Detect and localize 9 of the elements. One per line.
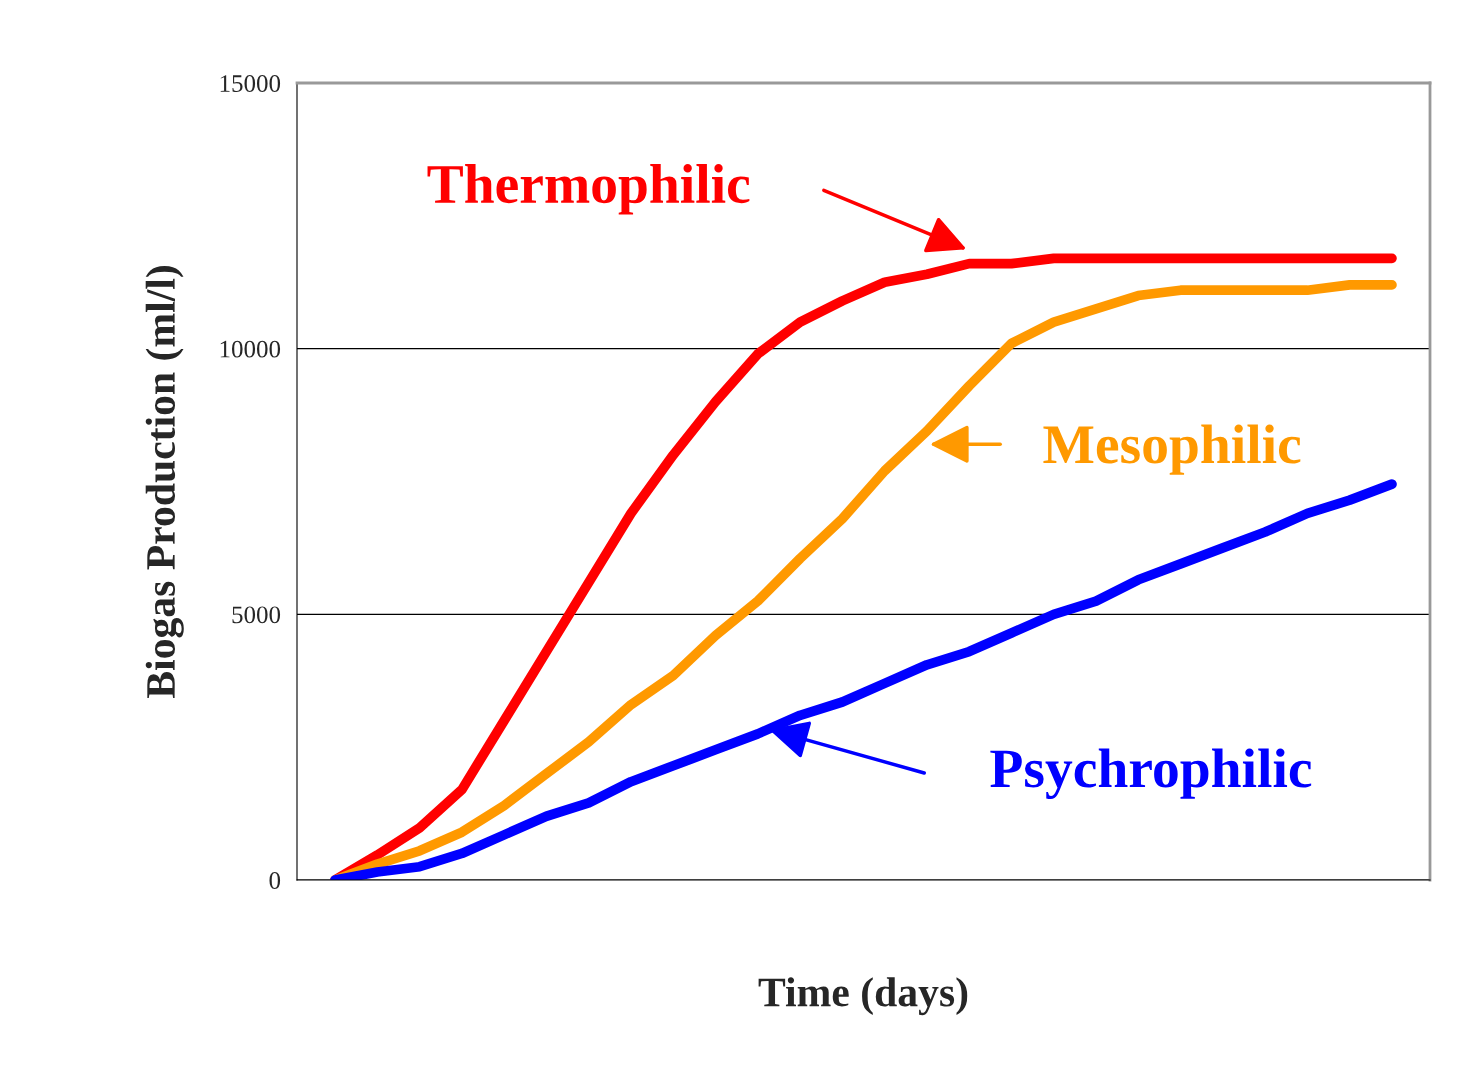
y-tick-label: 15000 bbox=[220, 75, 281, 92]
text: Thermophilic bbox=[427, 164, 750, 215]
y-tick-label: 5000 bbox=[232, 606, 281, 624]
y-tick-label: 0 bbox=[269, 872, 281, 889]
x-axis-title: Time (days) bbox=[758, 977, 968, 1016]
legend-label: Psychrophilic bbox=[990, 748, 1312, 799]
y-axis-title: Biogas Production (ml/l) bbox=[145, 266, 184, 699]
y-tick-label: 10000 bbox=[220, 340, 281, 358]
legend-label: Mesophilic bbox=[1043, 424, 1301, 475]
